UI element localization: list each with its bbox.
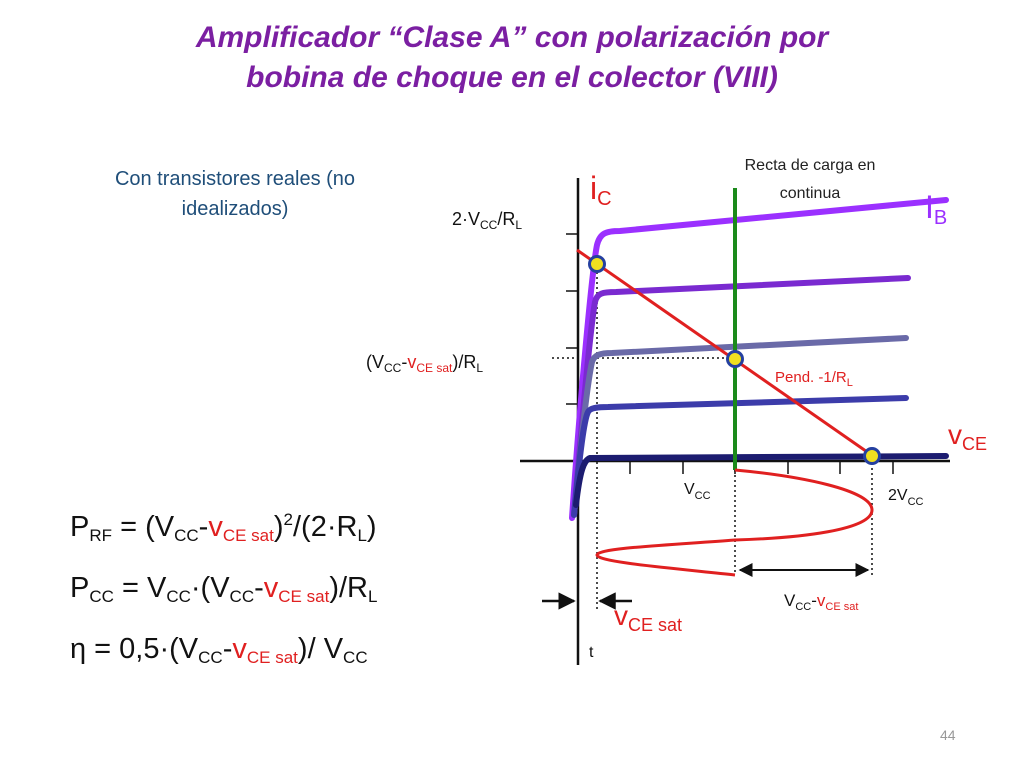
page-number: 44 bbox=[940, 727, 956, 743]
vcc-label: VCC bbox=[684, 481, 711, 502]
ib-curve-1 bbox=[569, 197, 949, 521]
formula-efficiency: η = 0,5·(VCC-vCE sat)/ VCC bbox=[70, 633, 368, 667]
swing-label: VCC-vCE sat bbox=[784, 591, 858, 613]
ib-label: IB bbox=[925, 189, 947, 229]
ib-curve-4 bbox=[571, 395, 909, 518]
operating-point-cutoff bbox=[863, 447, 881, 465]
two-vcc-over-rl-label: 2·VCC/RL bbox=[452, 209, 522, 232]
vcesat-label: vCE sat bbox=[614, 600, 682, 635]
vce-label: vCE bbox=[948, 419, 987, 454]
ic-label: iC bbox=[590, 170, 612, 210]
slide-title: Amplificador “Clase A” con polarización … bbox=[0, 18, 1024, 98]
subtitle-line-2: idealizados) bbox=[181, 198, 289, 220]
title-line-2: bobina de choque en el colector (VIII) bbox=[246, 61, 778, 94]
formulas: PRF = (VCC-vCE sat)2/(2·RL) PCC = VCC·(V… bbox=[70, 494, 377, 684]
ib-curve-5 bbox=[573, 453, 949, 508]
slope-label: Pend. -1/RL bbox=[775, 369, 853, 389]
two-vcc-label: 2VCC bbox=[888, 487, 924, 508]
vce-waveform bbox=[595, 468, 874, 577]
title-line-1: Amplificador “Clase A” con polarización … bbox=[195, 21, 829, 54]
operating-point-saturation bbox=[588, 255, 606, 273]
t-label: t bbox=[589, 644, 594, 661]
quiescent-current-label: (VCC-vCE sat)/RL bbox=[366, 352, 483, 375]
load-line-label-2: continua bbox=[780, 185, 841, 202]
ac-load-line bbox=[576, 248, 874, 458]
y-ticks bbox=[566, 233, 578, 405]
subtitle: Con transistores reales (no idealizados) bbox=[80, 164, 390, 224]
load-line-label-1: Recta de carga en bbox=[745, 157, 876, 174]
operating-point-quiescent bbox=[726, 350, 744, 368]
formula-prf: PRF = (VCC-vCE sat)2/(2·RL) bbox=[70, 510, 377, 545]
formula-pcc: PCC = VCC·(VCC-vCE sat)/RL bbox=[70, 572, 378, 606]
subtitle-line-1: Con transistores reales (no bbox=[114, 168, 356, 190]
